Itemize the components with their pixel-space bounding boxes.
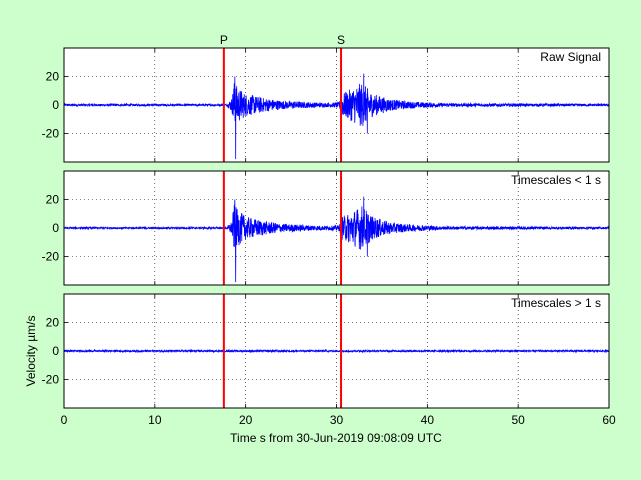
panel-3: -20 0 20 Timescales > 1 s 0 10 20 30 40 50 60 xyxy=(42,293,616,427)
y-tick-label: 20 xyxy=(46,70,60,84)
x-tick-label: 0 xyxy=(61,413,68,427)
y-tick-label: -20 xyxy=(42,127,60,141)
x-tick-label: 50 xyxy=(511,413,525,427)
panel-title: Raw Signal xyxy=(540,50,601,64)
y-tick-label: -20 xyxy=(42,250,60,264)
panel-2: -20 0 20 Timescales < 1 s xyxy=(42,170,610,286)
y-tick-label: 20 xyxy=(46,316,60,330)
plot-frame xyxy=(63,47,610,163)
plot-frame xyxy=(63,170,610,286)
x-axis-label: Time s from 30-Jun-2019 09:08:09 UTC xyxy=(230,431,442,445)
waveform-line xyxy=(63,73,610,160)
y-tick-label: 0 xyxy=(52,221,59,235)
x-tick-label: 40 xyxy=(421,413,435,427)
y-tick-label: 0 xyxy=(52,344,59,358)
waveform-line xyxy=(63,348,610,354)
phase-marker-label: P xyxy=(220,33,228,47)
panels: -20 0 20 P S Raw Signal -20 0 20 Timescales < 1 s… xyxy=(42,33,616,427)
plot-frame xyxy=(63,293,610,409)
waveform-line xyxy=(63,196,610,283)
y-axis-label: Velocity µm/s xyxy=(24,316,38,387)
y-tick-label: 0 xyxy=(52,98,59,112)
y-tick-label: 20 xyxy=(46,193,60,207)
x-tick-label: 10 xyxy=(148,413,162,427)
panel-1: -20 0 20 P S Raw Signal xyxy=(42,33,610,163)
phase-marker-label: S xyxy=(337,33,345,47)
x-tick-label: 20 xyxy=(239,413,253,427)
x-tick-label: 30 xyxy=(330,413,344,427)
x-tick-label: 60 xyxy=(602,413,616,427)
panel-title: Timescales > 1 s xyxy=(511,296,601,310)
y-tick-label: -20 xyxy=(42,373,60,387)
panel-title: Timescales < 1 s xyxy=(511,173,601,187)
